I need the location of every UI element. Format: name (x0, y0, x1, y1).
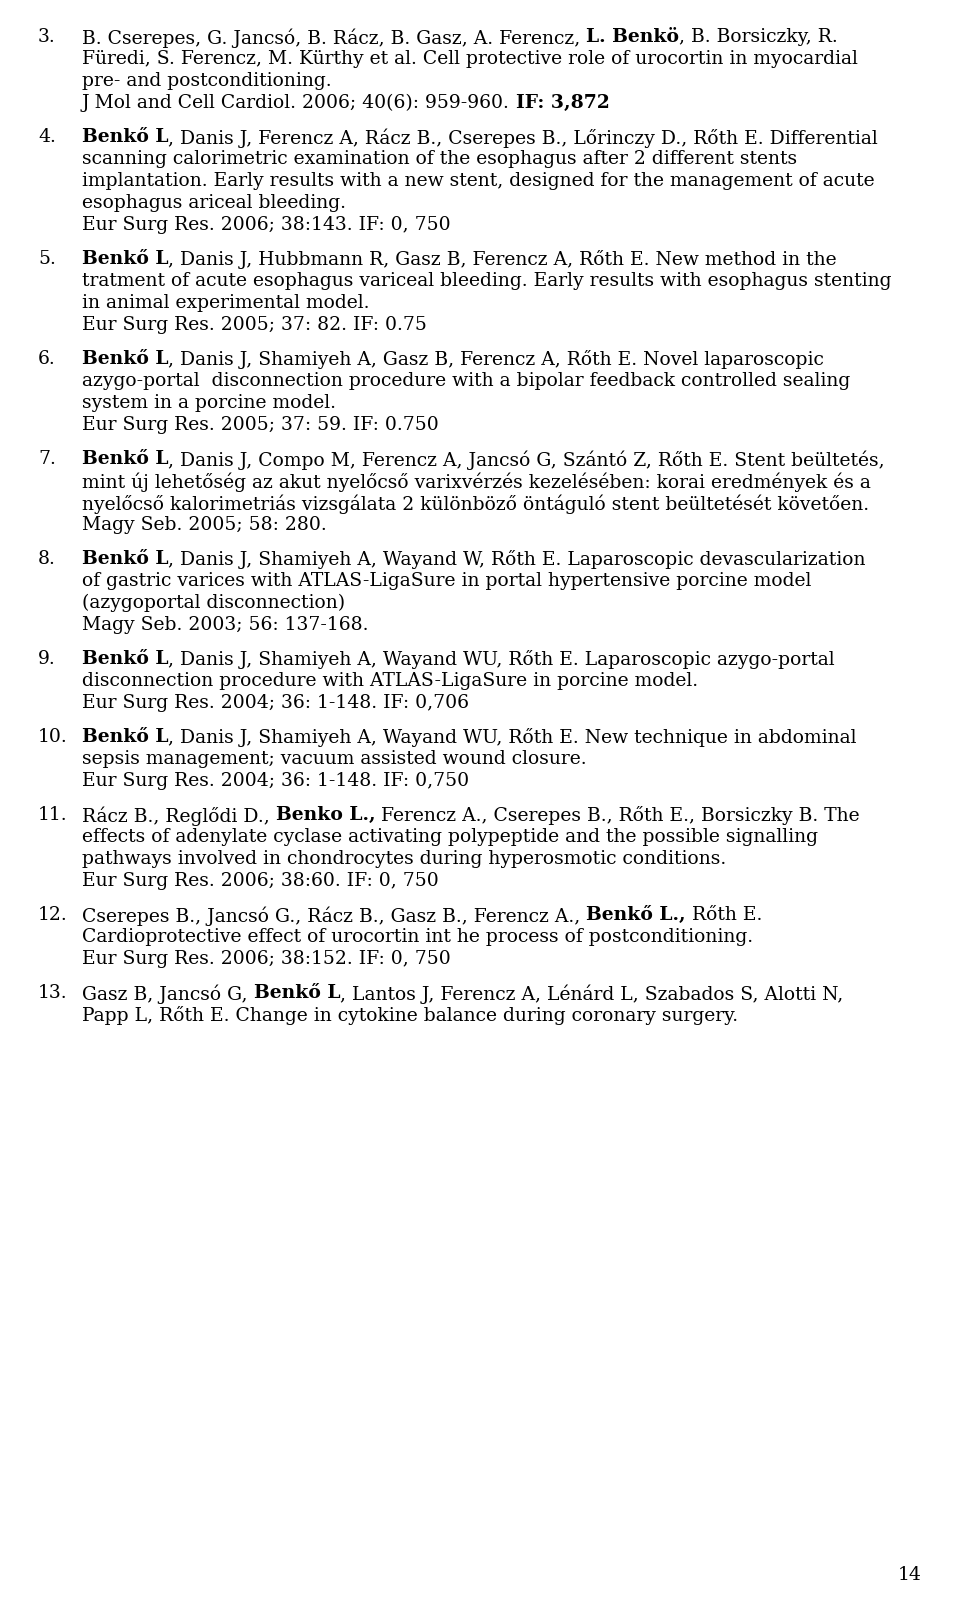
Text: , Lantos J, Ferencz A, Lénárd L, Szabados S, Alotti N,: , Lantos J, Ferencz A, Lénárd L, Szabado… (340, 983, 843, 1004)
Text: Ferencz A., Cserepes B., Rőth E., Borsiczky B. The: Ferencz A., Cserepes B., Rőth E., Borsic… (375, 805, 860, 824)
Text: Eur Surg Res. 2006; 38:152. IF: 0, 750: Eur Surg Res. 2006; 38:152. IF: 0, 750 (82, 950, 451, 967)
Text: Benkő L: Benkő L (82, 128, 169, 146)
Text: 6.: 6. (38, 350, 56, 367)
Text: Papp L, Rőth E. Change in cytokine balance during coronary surgery.: Papp L, Rőth E. Change in cytokine balan… (82, 1006, 738, 1025)
Text: (azygoportal disconnection): (azygoportal disconnection) (82, 593, 346, 613)
Text: Cardioprotective effect of urocortin int he process of postconditioning.: Cardioprotective effect of urocortin int… (82, 929, 754, 946)
Text: , Danis J, Compo M, Ferencz A, Jancsó G, Szántó Z, Rőth E. Stent beültetés,: , Danis J, Compo M, Ferencz A, Jancsó G,… (169, 451, 885, 470)
Text: scanning calorimetric examination of the esophagus after 2 different stents: scanning calorimetric examination of the… (82, 151, 797, 168)
Text: esophagus ariceal bleeding.: esophagus ariceal bleeding. (82, 194, 346, 212)
Text: Eur Surg Res. 2005; 37: 59. IF: 0.750: Eur Surg Res. 2005; 37: 59. IF: 0.750 (82, 415, 439, 435)
Text: , Danis J, Shamiyeh A, Wayand WU, Rőth E. Laparoscopic azygo-portal: , Danis J, Shamiyeh A, Wayand WU, Rőth E… (169, 650, 835, 669)
Text: Rőth E.: Rőth E. (685, 906, 762, 924)
Text: Gasz B, Jancsó G,: Gasz B, Jancsó G, (82, 983, 253, 1004)
Text: 3.: 3. (38, 27, 56, 47)
Text: Füredi, S. Ferencz, M. Kürthy et al. Cell protective role of urocortin in myocar: Füredi, S. Ferencz, M. Kürthy et al. Cel… (82, 50, 858, 67)
Text: Eur Surg Res. 2006; 38:143. IF: 0, 750: Eur Surg Res. 2006; 38:143. IF: 0, 750 (82, 217, 450, 234)
Text: Benkő L: Benkő L (82, 451, 169, 468)
Text: , B. Borsiczky, R.: , B. Borsiczky, R. (680, 27, 838, 47)
Text: 11.: 11. (38, 805, 67, 824)
Text: 12.: 12. (38, 906, 68, 924)
Text: , Danis J, Shamiyeh A, Gasz B, Ferencz A, Rőth E. Novel laparoscopic: , Danis J, Shamiyeh A, Gasz B, Ferencz A… (169, 350, 825, 369)
Text: 4.: 4. (38, 128, 56, 146)
Text: sepsis management; vacuum assisted wound closure.: sepsis management; vacuum assisted wound… (82, 751, 587, 768)
Text: Magy Seb. 2005; 58: 280.: Magy Seb. 2005; 58: 280. (82, 516, 326, 534)
Text: Benkő L.,: Benkő L., (587, 906, 685, 924)
Text: nyelőcső kalorimetriás vizsgálata 2 különböző öntáguló stent beültetését követőe: nyelőcső kalorimetriás vizsgálata 2 külö… (82, 494, 869, 513)
Text: tratment of acute esophagus variceal bleeding. Early results with esophagus sten: tratment of acute esophagus variceal ble… (82, 273, 892, 290)
Text: Benkő L: Benkő L (82, 550, 169, 568)
Text: system in a porcine model.: system in a porcine model. (82, 395, 336, 412)
Text: , Danis J, Shamiyeh A, Wayand W, Rőth E. Laparoscopic devascularization: , Danis J, Shamiyeh A, Wayand W, Rőth E.… (169, 550, 866, 569)
Text: Rácz B., Reglődi D.,: Rácz B., Reglődi D., (82, 805, 276, 826)
Text: Cserepes B., Jancsó G., Rácz B., Gasz B., Ferencz A.,: Cserepes B., Jancsó G., Rácz B., Gasz B.… (82, 906, 587, 926)
Text: IF: 3,872: IF: 3,872 (516, 95, 610, 112)
Text: , Danis J, Ferencz A, Rácz B., Cserepes B., Lőrinczy D., Rőth E. Differential: , Danis J, Ferencz A, Rácz B., Cserepes … (169, 128, 878, 148)
Text: 13.: 13. (38, 983, 67, 1002)
Text: Benkő L: Benkő L (253, 983, 340, 1002)
Text: pathways involved in chondrocytes during hyperosmotic conditions.: pathways involved in chondrocytes during… (82, 850, 727, 868)
Text: mint új lehetőség az akut nyelőcső varixvérzés kezelésében: korai eredmények és : mint új lehetőség az akut nyelőcső varix… (82, 472, 871, 491)
Text: J Mol and Cell Cardiol. 2006; 40(6): 959-960.: J Mol and Cell Cardiol. 2006; 40(6): 959… (82, 95, 516, 112)
Text: disconnection procedure with ATLAS-LigaSure in porcine model.: disconnection procedure with ATLAS-LigaS… (82, 672, 698, 690)
Text: Benkő L: Benkő L (82, 650, 169, 667)
Text: 9.: 9. (38, 650, 56, 667)
Text: Magy Seb. 2003; 56: 137-168.: Magy Seb. 2003; 56: 137-168. (82, 616, 369, 634)
Text: Benkő L: Benkő L (82, 350, 169, 367)
Text: 8.: 8. (38, 550, 56, 568)
Text: in animal experimental model.: in animal experimental model. (82, 294, 370, 313)
Text: implantation. Early results with a new stent, designed for the management of acu: implantation. Early results with a new s… (82, 172, 875, 189)
Text: of gastric varices with ATLAS-LigaSure in portal hypertensive porcine model: of gastric varices with ATLAS-LigaSure i… (82, 573, 811, 590)
Text: 7.: 7. (38, 451, 56, 468)
Text: Benkő L: Benkő L (82, 728, 169, 746)
Text: Benko L.,: Benko L., (276, 805, 375, 824)
Text: Benkő L: Benkő L (82, 250, 169, 268)
Text: L. Benkö: L. Benkö (587, 27, 680, 47)
Text: Eur Surg Res. 2004; 36: 1-148. IF: 0,706: Eur Surg Res. 2004; 36: 1-148. IF: 0,706 (82, 695, 469, 712)
Text: B. Cserepes, G. Jancsó, B. Rácz, B. Gasz, A. Ferencz,: B. Cserepes, G. Jancsó, B. Rácz, B. Gasz… (82, 27, 587, 48)
Text: 5.: 5. (38, 250, 56, 268)
Text: 10.: 10. (38, 728, 68, 746)
Text: , Danis J, Hubbmann R, Gasz B, Ferencz A, Rőth E. New method in the: , Danis J, Hubbmann R, Gasz B, Ferencz A… (169, 250, 837, 269)
Text: Eur Surg Res. 2005; 37: 82. IF: 0.75: Eur Surg Res. 2005; 37: 82. IF: 0.75 (82, 316, 427, 334)
Text: , Danis J, Shamiyeh A, Wayand WU, Rőth E. New technique in abdominal: , Danis J, Shamiyeh A, Wayand WU, Rőth E… (169, 728, 857, 747)
Text: pre- and postconditioning.: pre- and postconditioning. (82, 72, 331, 90)
Text: Eur Surg Res. 2004; 36: 1-148. IF: 0,750: Eur Surg Res. 2004; 36: 1-148. IF: 0,750 (82, 772, 469, 791)
Text: effects of adenylate cyclase activating polypeptide and the possible signalling: effects of adenylate cyclase activating … (82, 828, 818, 845)
Text: 14: 14 (899, 1566, 922, 1585)
Text: Eur Surg Res. 2006; 38:60. IF: 0, 750: Eur Surg Res. 2006; 38:60. IF: 0, 750 (82, 873, 439, 890)
Text: azygo-portal  disconnection procedure with a bipolar feedback controlled sealing: azygo-portal disconnection procedure wit… (82, 372, 851, 390)
